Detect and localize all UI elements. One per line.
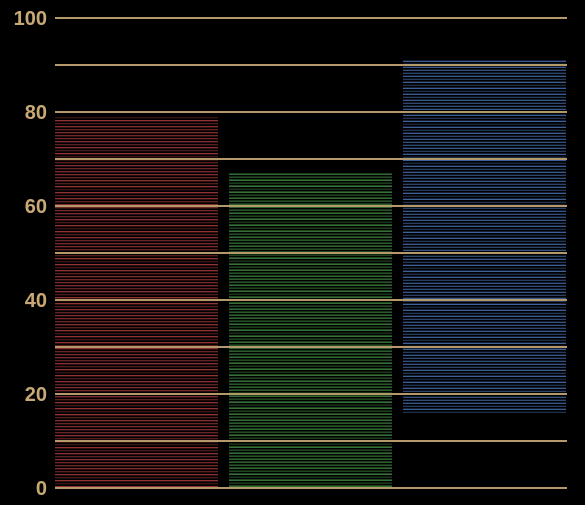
y-tick-label-100: 100 xyxy=(14,8,47,30)
gridlines xyxy=(55,17,567,489)
y-tick-label-80: 80 xyxy=(25,102,47,124)
y-tick-label-60: 60 xyxy=(25,196,47,218)
y-axis-tick-labels: 0 20 40 60 80 100 xyxy=(14,8,47,500)
y-tick-label-40: 40 xyxy=(25,290,47,312)
y-tick-label-20: 20 xyxy=(25,384,47,406)
y-tick-label-0: 0 xyxy=(36,478,47,500)
bars-layer xyxy=(55,60,566,488)
bar-1 xyxy=(55,117,218,488)
bar-2 xyxy=(229,173,392,487)
bar-3 xyxy=(403,60,566,413)
